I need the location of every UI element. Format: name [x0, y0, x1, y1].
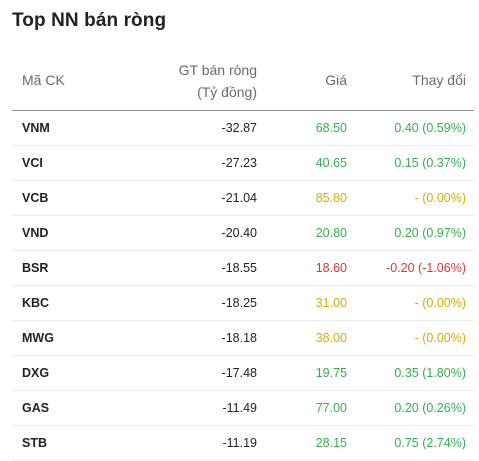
price-value: 20.80 [315, 226, 347, 240]
table-row[interactable]: VND -20.40 20.80 0.20 (0.97%) [12, 216, 474, 251]
stock-symbol[interactable]: BSR [22, 261, 49, 275]
change-value: 0.75 (2.74%) [394, 436, 466, 450]
table-row[interactable]: VCB -21.04 85.80 - (0.00%) [12, 181, 474, 216]
table-row[interactable]: MWG -18.18 38.00 - (0.00%) [12, 321, 474, 356]
stock-symbol[interactable]: VCI [22, 156, 43, 170]
stock-symbol[interactable]: DXG [22, 366, 50, 380]
change-value: 0.20 (0.26%) [394, 401, 466, 415]
price-value: 68.50 [315, 121, 347, 135]
price-value: 28.15 [315, 436, 347, 450]
change-value: 0.35 (1.80%) [394, 366, 466, 380]
net-sell-value: -21.04 [221, 191, 257, 205]
price-value: 40.65 [315, 156, 347, 170]
net-sell-value: -11.49 [222, 401, 257, 415]
column-header-net-sell-value[interactable]: GT bán ròng (Tỷ đồng) [179, 59, 257, 103]
net-sell-value: -18.55 [221, 261, 257, 275]
table-row[interactable]: STB -11.19 28.15 0.75 (2.74%) [12, 426, 474, 461]
change-value: - (0.00%) [414, 191, 466, 205]
change-value: - (0.00%) [414, 331, 466, 345]
column-header-price[interactable]: Giá [325, 72, 347, 88]
price-value: 19.75 [315, 366, 347, 380]
table-row[interactable]: GAS -11.49 77.00 0.20 (0.26%) [12, 391, 474, 426]
price-value: 85.80 [315, 191, 347, 205]
change-value: - (0.00%) [414, 296, 466, 310]
widget-title: Top NN bán ròng [12, 10, 167, 31]
net-sell-value: -11.19 [222, 436, 257, 450]
price-value: 38.00 [315, 331, 347, 345]
column-header-symbol[interactable]: Mã CK [22, 72, 65, 88]
net-sell-value: -32.87 [221, 121, 257, 135]
table-row[interactable]: VNM -32.87 68.50 0.40 (0.59%) [12, 111, 474, 146]
change-value: -0.20 (-1.06%) [386, 261, 466, 275]
net-sell-value: -17.48 [221, 366, 257, 380]
stock-symbol[interactable]: MWG [22, 331, 54, 345]
price-value: 77.00 [315, 401, 347, 415]
stock-symbol[interactable]: KBC [22, 296, 50, 310]
stock-symbol[interactable]: GAS [22, 401, 50, 415]
stock-symbol[interactable]: STB [22, 436, 47, 450]
stock-symbol[interactable]: VND [22, 226, 49, 240]
change-value: 0.15 (0.37%) [394, 156, 466, 170]
table-header: Mã CK GT bán ròng (Tỷ đồng) Giá Thay đổi [12, 55, 474, 111]
column-header-change[interactable]: Thay đổi [412, 72, 466, 88]
column-header-net-sell-value-line2: (Tỷ đồng) [197, 84, 257, 100]
column-header-net-sell-value-line1: GT bán ròng [178, 62, 257, 78]
table-row[interactable]: DXG -17.48 19.75 0.35 (1.80%) [12, 356, 474, 391]
price-value: 18.60 [315, 261, 347, 275]
table-row[interactable]: VCI -27.23 40.65 0.15 (0.37%) [12, 146, 474, 181]
stock-symbol[interactable]: VCB [22, 191, 49, 205]
table-body: VNM -32.87 68.50 0.40 (0.59%) VCI -27.23 40.65… [12, 111, 474, 461]
net-sell-value: -27.23 [221, 156, 257, 170]
stock-symbol[interactable]: VNM [22, 121, 50, 135]
change-value: 0.40 (0.59%) [394, 121, 466, 135]
net-sell-value: -18.18 [221, 331, 257, 345]
table-row[interactable]: KBC -18.25 31.00 - (0.00%) [12, 286, 474, 321]
net-sell-value: -18.25 [221, 296, 257, 310]
change-value: 0.20 (0.97%) [394, 226, 466, 240]
net-sell-value: -20.40 [221, 226, 257, 240]
price-value: 31.00 [315, 296, 347, 310]
table-row[interactable]: BSR -18.55 18.60 -0.20 (-1.06%) [12, 251, 474, 286]
